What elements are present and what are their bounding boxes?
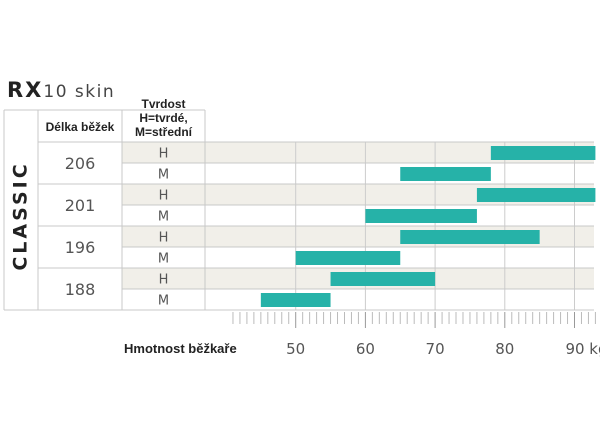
stiffness-label: H — [159, 231, 169, 246]
header-stiffness-line: M=střední — [135, 125, 193, 139]
x-axis-label: Hmotnost běžkaře — [124, 341, 237, 356]
title-model: RX — [7, 78, 44, 102]
weight-range-bar — [295, 251, 401, 265]
band-row — [122, 184, 594, 205]
stiffness-label: H — [159, 147, 169, 162]
weight-range-bar — [400, 167, 491, 181]
stiffness-label: M — [158, 252, 169, 267]
weight-range-bar — [330, 272, 436, 286]
title-subtitle: 10 skin — [43, 82, 116, 102]
ski-length-label: 201 — [65, 196, 96, 215]
header-stiffness-line: Tvrdost — [141, 97, 185, 111]
x-tick-label: 60 — [356, 340, 375, 358]
ski-length-label: 196 — [65, 238, 96, 257]
weight-range-bar — [260, 293, 331, 307]
header-stiffness-line: H=tvrdé, — [139, 111, 187, 125]
stiffness-label: M — [158, 294, 169, 309]
stiffness-label: M — [158, 210, 169, 225]
x-tick-label: 50 — [286, 340, 305, 358]
x-tick-label: 90 kg — [565, 340, 600, 358]
weight-range-bar — [400, 230, 540, 244]
weight-range-bar — [476, 188, 596, 202]
weight-range-bar — [365, 209, 477, 223]
ski-length-label: 188 — [65, 280, 96, 299]
weight-range-bar — [490, 146, 596, 160]
x-tick-label: 80 — [495, 340, 514, 358]
stiffness-label: H — [159, 273, 169, 288]
band-row — [122, 142, 594, 163]
ski-length-label: 206 — [65, 154, 96, 173]
header-length: Délka běžek — [46, 120, 115, 134]
stiffness-label: M — [158, 168, 169, 183]
chart-title: RX10 skin — [7, 78, 115, 102]
stiffness-label: H — [159, 189, 169, 204]
style-label-classic: CLASSIC — [10, 161, 32, 270]
x-tick-label: 70 — [426, 340, 445, 358]
